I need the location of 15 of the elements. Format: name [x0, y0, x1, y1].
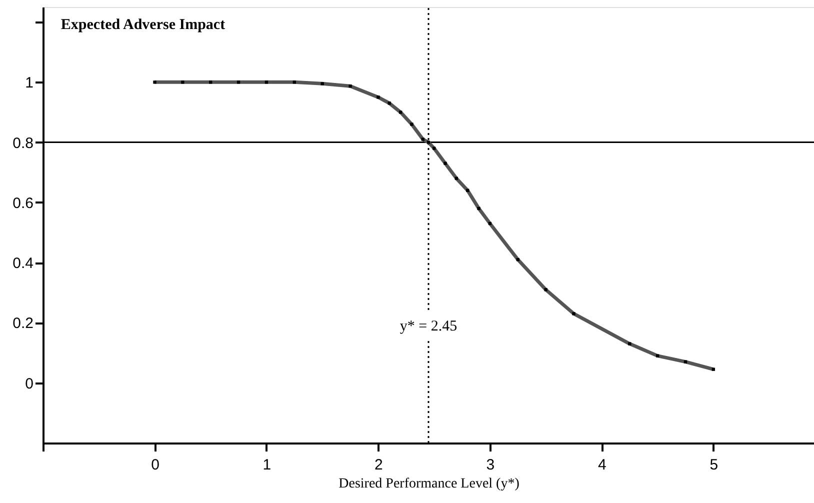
- x-tick-label: 0: [151, 456, 160, 474]
- y-tick-label: 0.6: [12, 194, 34, 212]
- x-tick-label: 2: [374, 456, 383, 474]
- y-tick-label: 0.4: [12, 255, 34, 272]
- x-tick-label: 4: [598, 456, 606, 474]
- y-axis-title: Expected Adverse Impact: [60, 17, 226, 33]
- x-axis-title: Desired Performance Level (y*): [338, 476, 520, 492]
- y-tick-label: 0.2: [12, 315, 34, 332]
- y-tick-label: 0.8: [12, 134, 34, 152]
- x-tick-label: 1: [262, 456, 272, 474]
- x-tick-label: 3: [486, 456, 495, 474]
- x-tick-label: 5: [710, 456, 718, 474]
- y-tick-label: 1: [25, 74, 34, 92]
- ref-line-label: y* = 2.45: [400, 318, 458, 334]
- y-tick-label: 0: [25, 375, 34, 392]
